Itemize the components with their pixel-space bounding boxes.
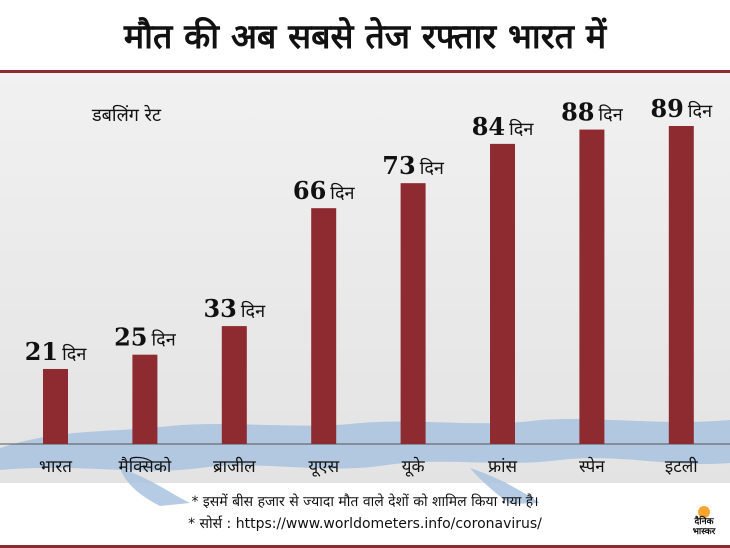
bar bbox=[579, 129, 605, 444]
data-label: 84 दिन bbox=[472, 112, 535, 141]
data-label: 66 दिन bbox=[293, 176, 356, 205]
x-tick-label: यूएस bbox=[308, 457, 339, 477]
x-tick-label: यूके bbox=[402, 456, 426, 477]
bar bbox=[43, 368, 68, 444]
data-label: 21 दिन bbox=[25, 337, 88, 366]
data-label: 88 दिन bbox=[561, 98, 624, 127]
chart-title: मौत की अब सबसे तेज रफ्तार भारत में bbox=[123, 17, 607, 57]
data-label: 25 दिन bbox=[114, 323, 177, 352]
bar bbox=[132, 354, 158, 444]
data-label: 89 दिन bbox=[650, 94, 713, 123]
logo-line-2: भास्कर bbox=[692, 527, 716, 537]
bar bbox=[668, 126, 694, 444]
x-tick-label: इटली bbox=[665, 456, 698, 477]
x-tick-label: भारत bbox=[39, 457, 72, 477]
bar bbox=[221, 326, 247, 444]
logo-line-1: दैनिक bbox=[694, 517, 714, 527]
chart-subtitle: डबलिंग रेट bbox=[92, 105, 162, 126]
footnote-source: * सोर्स : https://www.worldometers.info/… bbox=[188, 516, 542, 532]
bottom-divider bbox=[0, 545, 730, 548]
bar bbox=[490, 143, 515, 444]
x-tick-label: ब्राजील bbox=[213, 456, 256, 477]
publisher-logo: दैनिक भास्कर bbox=[682, 506, 726, 542]
logo-text: दैनिक भास्कर bbox=[682, 517, 726, 537]
chart-background bbox=[0, 73, 730, 506]
data-label: 73 दिन bbox=[382, 151, 445, 180]
logo-sun-icon bbox=[698, 506, 710, 518]
world-map-background bbox=[0, 419, 730, 506]
x-tick-label: फ्रांस bbox=[488, 457, 518, 477]
bar bbox=[311, 208, 337, 444]
x-tick-label: मैक्सिको bbox=[119, 456, 172, 477]
x-tick-label: स्पेन bbox=[579, 456, 605, 477]
data-label: 33 दिन bbox=[203, 294, 266, 323]
footnote-inclusion: * इसमें बीस हजार से ज्यादा मौत वाले देशो… bbox=[191, 494, 539, 510]
title-divider bbox=[0, 70, 730, 73]
bar bbox=[400, 183, 426, 445]
